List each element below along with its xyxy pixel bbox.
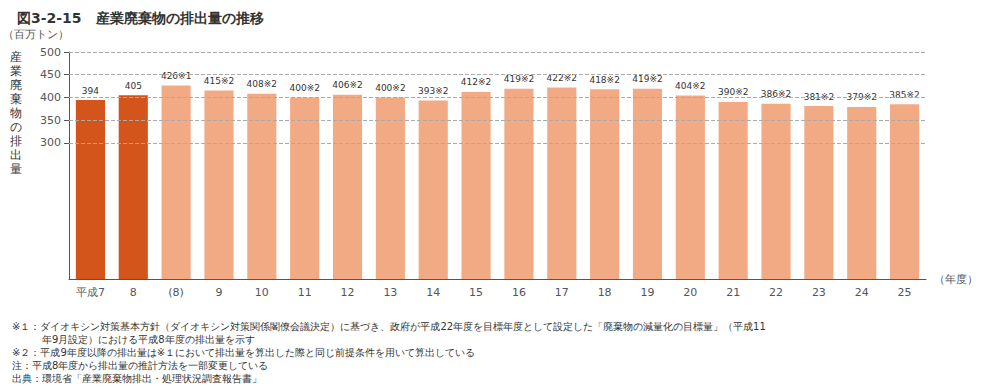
svg-text:物: 物	[10, 106, 22, 120]
svg-text:419※2: 419※2	[504, 74, 534, 84]
svg-text:450: 450	[40, 68, 61, 81]
svg-text:年9月設定）における平成8年度の排出量を示す: 年9月設定）における平成8年度の排出量を示す	[12, 334, 255, 345]
svg-text:18: 18	[598, 286, 612, 299]
svg-text:379※2: 379※2	[846, 92, 877, 103]
svg-text:300: 300	[40, 136, 61, 149]
svg-text:出典：環境省「産業廃棄物排出・処理状況調査報告書」: 出典：環境省「産業廃棄物排出・処理状況調査報告書」	[12, 373, 262, 384]
svg-text:419※2: 419※2	[632, 74, 662, 84]
svg-text:23: 23	[812, 286, 826, 299]
svg-text:24: 24	[855, 286, 869, 299]
svg-text:16: 16	[512, 286, 526, 299]
svg-text:381※2: 381※2	[804, 92, 834, 102]
svg-text:406※2: 406※2	[332, 80, 362, 90]
svg-text:400※2: 400※2	[375, 83, 405, 93]
svg-text:19: 19	[640, 286, 654, 299]
svg-text:出: 出	[10, 148, 22, 162]
svg-text:11: 11	[298, 286, 312, 299]
svg-text:平成7: 平成7	[76, 286, 105, 299]
svg-text:廃: 廃	[10, 78, 22, 92]
svg-text:9: 9	[215, 286, 222, 299]
svg-text:の: の	[10, 120, 22, 134]
svg-text:415※2: 415※2	[204, 76, 234, 86]
svg-text:394: 394	[82, 86, 99, 96]
svg-text:350: 350	[40, 114, 61, 127]
svg-text:14: 14	[426, 286, 440, 299]
svg-text:400※2: 400※2	[289, 83, 319, 93]
svg-text:17: 17	[555, 286, 569, 299]
svg-text:(8): (8)	[168, 286, 184, 299]
svg-text:426※1: 426※1	[161, 71, 191, 81]
svg-text:注：平成8年度から排出量の推計方法を一部変更している: 注：平成8年度から排出量の推計方法を一部変更している	[12, 360, 268, 371]
svg-text:8: 8	[130, 286, 137, 299]
svg-text:（百万トン）: （百万トン）	[3, 28, 69, 41]
svg-text:業: 業	[10, 64, 22, 78]
svg-text:385※2: 385※2	[889, 90, 919, 100]
svg-text:25: 25	[898, 286, 912, 299]
svg-text:10: 10	[255, 286, 269, 299]
svg-text:量: 量	[10, 162, 22, 176]
svg-text:418※2: 418※2	[589, 75, 619, 85]
svg-text:（年度）: （年度）	[934, 273, 978, 286]
svg-text:22: 22	[769, 286, 783, 299]
svg-text:図3-2-15 産業廃棄物の排出量の推移: 図3-2-15 産業廃棄物の排出量の推移	[17, 10, 264, 26]
svg-text:500: 500	[40, 46, 61, 59]
svg-text:390※2: 390※2	[718, 87, 748, 97]
svg-text:386※2: 386※2	[760, 89, 792, 100]
svg-text:412※2: 412※2	[461, 77, 491, 87]
svg-text:400: 400	[40, 91, 61, 104]
svg-text:棄: 棄	[10, 92, 22, 106]
svg-text:12: 12	[341, 286, 355, 299]
svg-text:※２：平成9年度以降の排出量は※１において排出量を算出した際: ※２：平成9年度以降の排出量は※１において排出量を算出した際と同じ前提条件を用い…	[12, 347, 475, 358]
svg-text:15: 15	[469, 286, 483, 299]
svg-text:13: 13	[383, 286, 397, 299]
svg-text:20: 20	[683, 286, 697, 299]
svg-text:産: 産	[10, 50, 22, 64]
svg-text:※１：ダイオキシン対策基本方針（ダイオキシン対策関係閣僚会議: ※１：ダイオキシン対策基本方針（ダイオキシン対策関係閣僚会議決定）に基づき、政府…	[12, 321, 766, 332]
svg-text:393※2: 393※2	[418, 86, 448, 96]
svg-text:21: 21	[726, 286, 740, 299]
svg-text:404※2: 404※2	[675, 81, 705, 91]
svg-text:408※2: 408※2	[247, 79, 277, 89]
svg-text:排: 排	[10, 134, 22, 148]
svg-text:405: 405	[125, 81, 142, 91]
svg-text:422※2: 422※2	[546, 72, 577, 83]
